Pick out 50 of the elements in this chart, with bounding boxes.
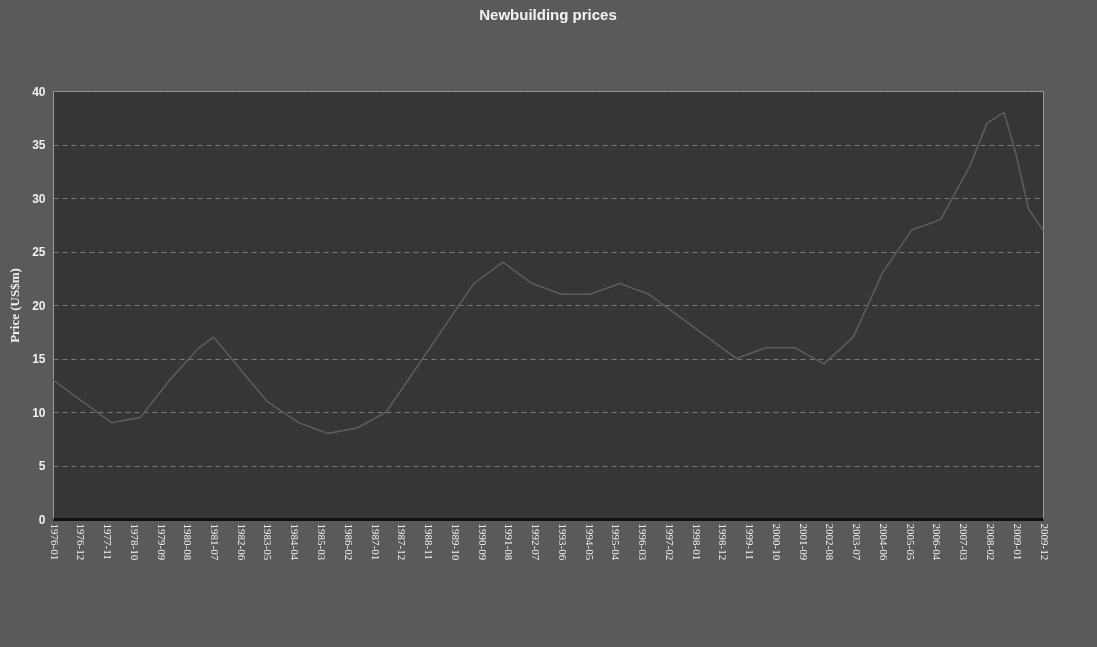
x-tick-label: 1996-03 [637, 523, 650, 561]
x-tick-label: 1980-08 [182, 523, 195, 561]
x-tick-label: 2007-03 [958, 523, 971, 561]
y-tick-label: 5 [38, 459, 46, 473]
x-tick-label: 1985-03 [315, 523, 328, 561]
chart-title: Newbuilding prices [479, 6, 617, 23]
x-tick-label: 1988-11 [423, 523, 436, 560]
x-tick-label: 1982-06 [235, 523, 248, 561]
x-tick-label: 1976-12 [75, 523, 88, 561]
x-tick-label: 1998-01 [690, 523, 703, 561]
x-tick-label: 1981-07 [208, 523, 221, 561]
x-tick-label: 2006-04 [931, 523, 944, 561]
x-tick-label: 1987-01 [369, 523, 382, 561]
line-series [52, 111, 1044, 435]
x-tick-label: 2001-09 [797, 523, 810, 561]
x-tick-label: 2002-08 [824, 523, 837, 561]
x-tick-label: 1984-04 [289, 523, 302, 561]
x-tick-label: 2000-10 [770, 523, 783, 561]
x-tick-label: 1986-02 [342, 523, 355, 561]
x-tick-label: 1978-10 [128, 523, 141, 561]
y-tick-label: 30 [32, 191, 46, 206]
x-tick-label: 1976-01 [48, 523, 61, 561]
x-tick-label: 1997-02 [664, 523, 677, 561]
x-tick-label: 2009-12 [1038, 523, 1051, 561]
x-tick-label: 1999-11 [744, 523, 757, 560]
x-tick-label: 2003-07 [851, 523, 864, 561]
x-tick-label: 1998-12 [717, 523, 730, 561]
y-tick-label: 25 [32, 245, 46, 259]
x-tick-label: 2008-02 [985, 523, 998, 561]
y-tick-label: 35 [32, 138, 46, 152]
x-tick-label: 1983-05 [262, 523, 275, 561]
y-axis-title: Price (US$m) [7, 268, 23, 343]
y-tick-label: 20 [32, 298, 46, 313]
x-tick-label: 1994-05 [583, 523, 596, 561]
y-tick-label: 10 [32, 405, 46, 420]
x-tick-label: 1977-11 [102, 523, 115, 560]
x-tick-label: 1987-12 [396, 523, 409, 561]
y-tick-label: 40 [32, 84, 46, 99]
x-tick-label: 1990-09 [476, 523, 489, 561]
x-tick-label: 1979-09 [155, 523, 168, 561]
x-tick-label: 1989-10 [449, 523, 462, 561]
x-tick-label: 2004-06 [877, 523, 890, 561]
x-tick-label: 1991-08 [503, 523, 516, 561]
y-tick-label: 15 [32, 352, 46, 366]
x-tick-label: 1993-06 [556, 523, 569, 561]
x-tick-label: 1995-04 [610, 523, 623, 561]
x-tick-label: 1992-07 [530, 523, 543, 561]
x-tick-label: 2009-01 [1011, 523, 1024, 561]
x-tick-label: 2005-05 [904, 523, 917, 561]
y-tick-label: 0 [38, 512, 46, 527]
